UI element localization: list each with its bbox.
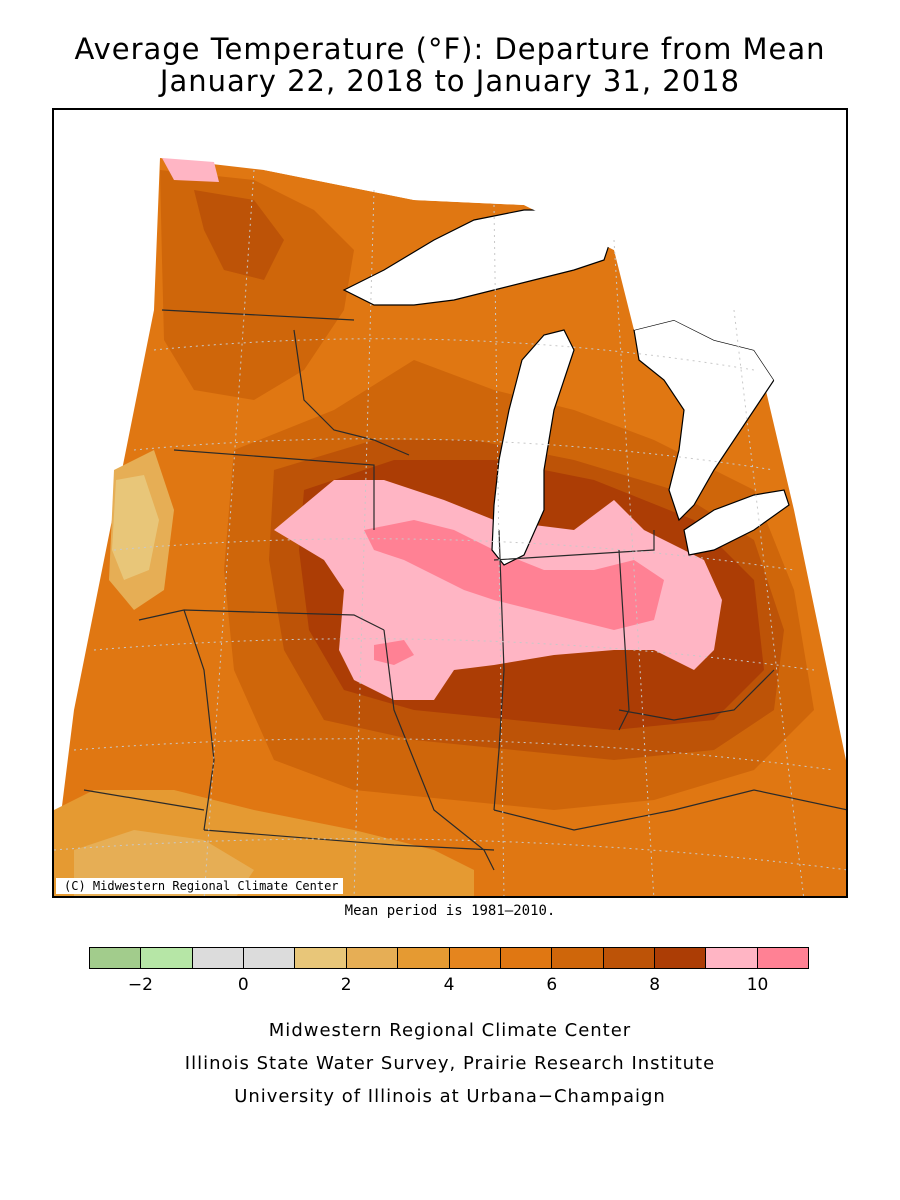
legend-tick-label: −2 — [127, 975, 153, 995]
map-panel: (C) Midwestern Regional Climate Center — [52, 108, 848, 898]
footer-survey: Illinois State Water Survey, Prairie Res… — [184, 1053, 716, 1074]
footer-university: University of Illinois at Urbana−Champai… — [234, 1086, 666, 1107]
canada-north-shore — [264, 110, 846, 490]
legend-swatch — [295, 948, 347, 968]
lake-erie — [683, 489, 790, 556]
map-date-range: January 22, 2018 to January 31, 2018 — [159, 64, 741, 98]
zone-10-11-arrowhead — [162, 158, 219, 182]
color-legend — [89, 947, 809, 969]
legend-swatch — [192, 948, 245, 968]
legend-swatch — [552, 948, 604, 968]
zone-11-plus-pink — [364, 520, 664, 630]
mean-period-note: Mean period is 1981–2010. — [344, 903, 556, 919]
map-graticule — [54, 169, 846, 896]
legend-swatch — [500, 948, 553, 968]
state-borders — [83, 309, 846, 871]
legend-swatch — [90, 948, 142, 968]
footer-org: Midwestern Regional Climate Center — [268, 1020, 632, 1041]
legend-swatch — [757, 948, 809, 968]
legend-tick-label: 2 — [340, 975, 352, 995]
legend-swatch — [603, 948, 655, 968]
lake-michigan — [491, 329, 575, 566]
legend-swatch — [398, 948, 450, 968]
legend-swatch — [449, 948, 501, 968]
legend-swatch — [654, 948, 707, 968]
legend-tick-label: 0 — [237, 975, 249, 995]
lake-superior — [342, 209, 615, 306]
map-title: Average Temperature (°F): Departure from… — [74, 32, 826, 66]
legend-tick-label: 10 — [746, 975, 769, 995]
legend-tick-label: 8 — [649, 975, 661, 995]
copyright-label: (C) Midwestern Regional Climate Center — [56, 878, 343, 894]
legend-swatch — [141, 948, 193, 968]
zone-2-3-west — [112, 475, 159, 580]
temperature-departure-map — [54, 110, 846, 896]
legend-swatch — [706, 948, 758, 968]
zone-8-9-north — [194, 190, 284, 280]
zone-11-plus-pink-south — [374, 640, 414, 665]
legend-tick-label: 4 — [443, 975, 455, 995]
legend-tick-label: 6 — [546, 975, 558, 995]
legend-swatch — [244, 948, 296, 968]
legend-swatch — [346, 948, 399, 968]
